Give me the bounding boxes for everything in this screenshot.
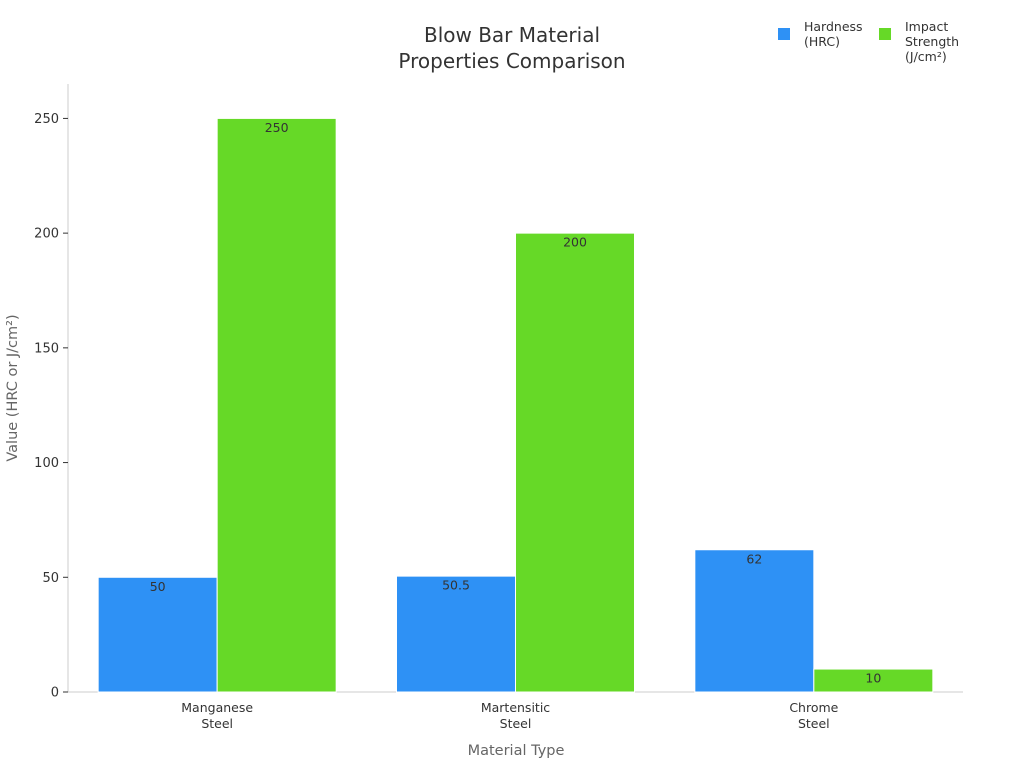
x-tick-label: Steel [500,716,532,731]
bar-value-label: 200 [563,235,587,250]
legend-swatch [879,28,891,40]
x-tick-label: Steel [798,716,830,731]
axes: 0 50 100 150 200 250 Value (HRC or J/cm²) Mater… [5,84,963,759]
chart-title-line: Blow Bar Material [424,23,600,47]
value-labels: 50 250 50.5 200 62 10 [150,120,882,686]
bar [813,668,934,693]
legend-label: (HRC) [804,34,840,49]
legend-label: Hardness [804,19,863,34]
chart-title-line: Properties Comparison [398,49,625,73]
bar-value-label: 50.5 [442,578,470,593]
y-tick-label: 0 [51,686,59,701]
x-tick-label: Martensitic [481,700,550,715]
bar [216,117,337,693]
y-axis-label: Value (HRC or J/cm²) [5,314,21,461]
legend-label: Impact [905,19,948,34]
bar-value-label: 62 [746,551,762,566]
bar-value-label: 50 [150,579,166,594]
bars [97,117,934,693]
bar-value-label: 250 [265,120,289,135]
bar [396,575,516,693]
x-tick-label: Chrome [789,700,838,715]
y-tick-label: 50 [42,571,59,586]
legend-item: Hardness(HRC) [778,19,863,49]
legend-swatch [778,28,790,40]
legend-label: Strength [905,34,959,49]
x-tick-label: Steel [201,716,233,731]
bar-value-label: 10 [865,671,881,686]
y-tick-label: 150 [34,341,59,356]
x-tick-label: Manganese [181,700,253,715]
legend-label: (J/cm²) [905,49,947,64]
x-axis-label: Material Type [468,743,565,759]
y-tick-label: 250 [34,112,59,127]
y-tick-label: 200 [34,227,59,242]
bar [694,549,815,693]
y-tick-label: 100 [34,456,59,471]
bar [97,576,218,693]
bar [515,232,635,693]
